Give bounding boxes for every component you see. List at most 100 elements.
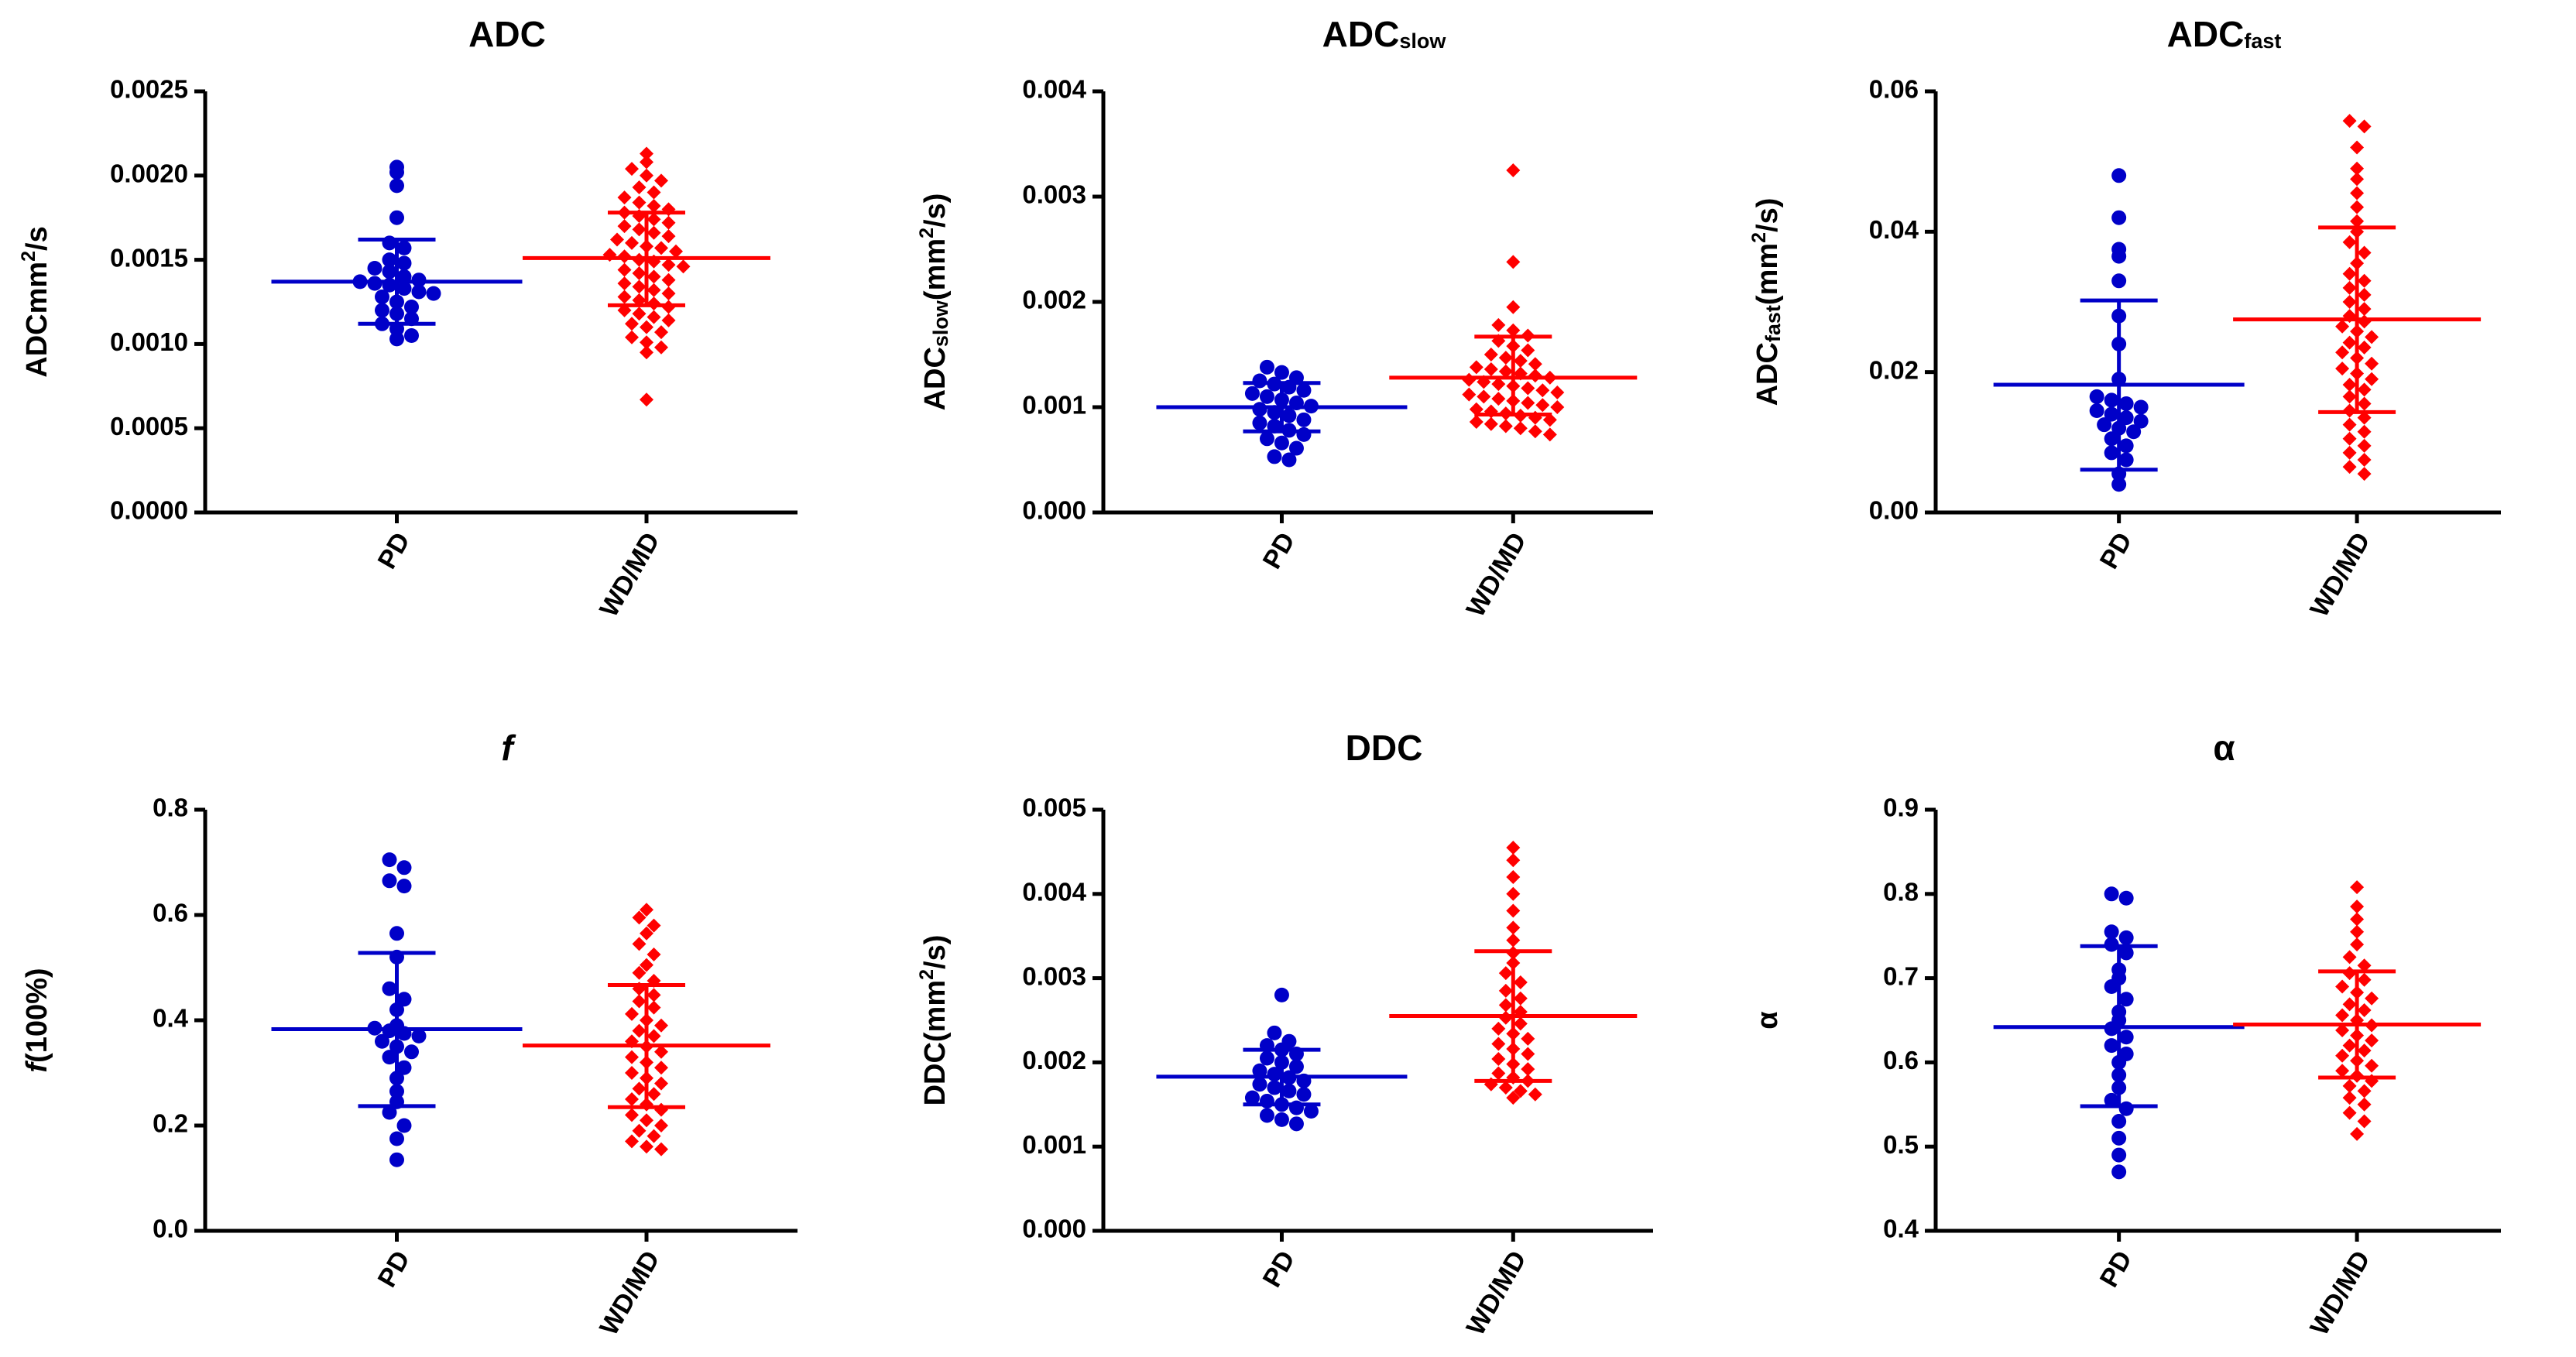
data-point [632, 1123, 647, 1138]
chart-title: ADCfast [2167, 14, 2282, 54]
data-point [2357, 245, 2372, 260]
data-point [2104, 431, 2119, 447]
data-point [1267, 449, 1282, 464]
series-wd-md [2233, 880, 2482, 1141]
data-point [404, 1044, 419, 1060]
data-point [382, 852, 397, 868]
data-point [1244, 1090, 1260, 1105]
series-pd [271, 159, 523, 347]
data-point [2357, 453, 2372, 467]
y-tick-label: 0.000 [1022, 496, 1086, 525]
data-point [2342, 235, 2357, 249]
data-point [2335, 345, 2350, 360]
y-tick-label: 0.8 [1883, 878, 1919, 906]
data-point [2342, 417, 2357, 432]
data-point [2350, 1126, 2365, 1141]
data-point [2335, 1023, 2350, 1038]
y-tick-label: 0.0020 [110, 159, 188, 188]
data-point [1506, 903, 1521, 918]
data-point [1274, 365, 1289, 380]
data-point [647, 988, 661, 1002]
data-point [1244, 386, 1260, 401]
data-point [661, 258, 676, 272]
data-point [1296, 412, 1312, 427]
data-point [1491, 317, 1506, 332]
data-point [625, 1006, 639, 1021]
y-tick-label: 0.002 [1022, 286, 1086, 314]
y-axis-label: DDC(mm2/s) [916, 935, 952, 1106]
data-point [2104, 445, 2119, 461]
data-point [2118, 452, 2134, 468]
data-point [625, 1092, 639, 1106]
data-point [2357, 1114, 2372, 1129]
data-point [1506, 870, 1521, 885]
x-category-label: PD [1257, 527, 1302, 574]
data-point [647, 212, 661, 227]
data-point [647, 1029, 661, 1043]
data-point [1498, 351, 1513, 365]
data-point [2133, 413, 2149, 429]
chart-panel-5: DDC 0.000 0.001 0.002 0.003 0.004 0.005 DDC(mm2… [916, 728, 1653, 1341]
data-point [654, 325, 668, 340]
data-point [647, 310, 661, 324]
data-point [1484, 362, 1498, 377]
y-axis-label: ADCfast(mm2/s) [1748, 198, 1785, 406]
data-point [1267, 1025, 1282, 1040]
data-point [2342, 266, 2357, 281]
chart-title: f [501, 728, 516, 768]
data-point [1491, 1066, 1506, 1081]
data-point [1491, 377, 1506, 392]
data-point [625, 1108, 639, 1122]
series-wd-md [1389, 163, 1638, 442]
data-point [2357, 1002, 2372, 1017]
data-point [1296, 382, 1312, 398]
data-point [2342, 997, 2357, 1012]
data-point [396, 240, 412, 255]
data-point [632, 195, 647, 210]
data-point [2342, 280, 2357, 295]
x-category-label: WD/MD [2304, 1246, 2375, 1340]
data-point [632, 937, 647, 951]
chart-title: α [2213, 728, 2235, 768]
x-category-label: PD [372, 1246, 417, 1292]
data-point [1252, 415, 1267, 430]
data-point [661, 272, 676, 287]
data-point [640, 1139, 653, 1154]
data-point [1521, 1031, 1535, 1046]
series-pd [1156, 359, 1408, 468]
data-point [2335, 1048, 2350, 1063]
data-point [396, 992, 412, 1007]
data-point [2111, 242, 2127, 257]
y-tick-label: 0.04 [1869, 215, 1919, 244]
data-point [1462, 387, 1477, 402]
data-point [2133, 399, 2149, 415]
data-point [2350, 172, 2365, 187]
data-point [1484, 416, 1498, 431]
data-point [1506, 163, 1521, 177]
data-point [1267, 1080, 1282, 1095]
series-pd [271, 852, 523, 1167]
y-tick-label: 0.001 [1022, 391, 1086, 420]
data-point [2104, 406, 2119, 422]
data-point [1252, 402, 1267, 417]
data-point [654, 1018, 668, 1033]
y-tick-label: 0.0 [153, 1215, 188, 1243]
y-axis-label: ADCslow(mm2/s) [916, 194, 952, 411]
data-point [2350, 937, 2365, 952]
y-tick-label: 0.005 [1022, 793, 1086, 822]
data-point [1469, 360, 1484, 375]
chart-panel-6: α 0.4 0.5 0.6 0.7 0.8 0.9 α PD WD/MD [1751, 728, 2501, 1341]
data-point [389, 210, 404, 225]
data-point [2357, 438, 2372, 453]
data-point [647, 948, 661, 961]
data-point [625, 1066, 639, 1080]
data-point [1506, 323, 1521, 338]
x-category-label: PD [372, 527, 417, 574]
data-point [2350, 924, 2365, 939]
series-pd [1993, 168, 2245, 492]
y-tick-label: 0.7 [1883, 961, 1919, 990]
y-tick-label: 0.2 [153, 1109, 188, 1138]
chart-title: DDC [1346, 728, 1423, 768]
data-point [2350, 186, 2365, 200]
data-point [1550, 400, 1565, 414]
